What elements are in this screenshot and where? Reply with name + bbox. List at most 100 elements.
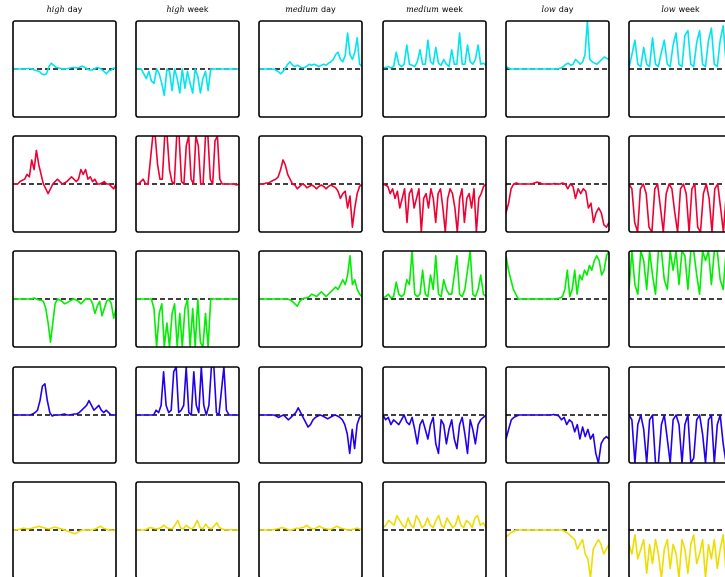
column-title-variant: high xyxy=(166,5,184,14)
series-line-r4-c0 xyxy=(13,525,116,535)
series-line-r1-c5 xyxy=(629,183,725,232)
panel-frame xyxy=(12,135,117,233)
panel-r4-c1 xyxy=(135,481,240,577)
panel-frame xyxy=(505,135,610,233)
panel-frame xyxy=(382,250,487,348)
panel-frame xyxy=(258,135,363,233)
panel-frame xyxy=(505,250,610,348)
panel-frame xyxy=(12,481,117,577)
series-line-r2-c2 xyxy=(259,255,362,308)
panel-r3-c5 xyxy=(628,366,725,464)
panel-r0-c4 xyxy=(505,20,610,118)
panel-frame xyxy=(505,481,610,577)
column-title-3: medium week xyxy=(406,5,463,14)
panel-r3-c4 xyxy=(505,366,610,464)
panel-frame xyxy=(628,135,725,233)
column-title-1: high week xyxy=(166,5,208,14)
column-title-variant: low xyxy=(542,5,556,14)
panel-frame xyxy=(628,366,725,464)
panel-frame xyxy=(628,481,725,577)
column-title-variant: medium xyxy=(285,5,318,14)
panel-r2-c0 xyxy=(12,250,117,348)
column-title-period: week xyxy=(442,5,463,14)
panel-frame xyxy=(135,366,240,464)
series-line-r3-c1 xyxy=(136,367,239,416)
panel-r3-c0 xyxy=(12,366,117,464)
panel-r1-c1 xyxy=(135,135,240,233)
panel-frame xyxy=(505,20,610,118)
column-title-5: low week xyxy=(661,5,700,14)
column-title-variant: low xyxy=(661,5,675,14)
panel-frame xyxy=(135,481,240,577)
panel-frame xyxy=(382,366,487,464)
series-line-r4-c2 xyxy=(259,524,362,531)
series-line-r0-c0 xyxy=(13,62,116,76)
panel-frame xyxy=(382,135,487,233)
panel-r3-c3 xyxy=(382,366,487,464)
series-line-r0-c5 xyxy=(629,24,725,69)
panel-r1-c3 xyxy=(382,135,487,233)
series-line-r2-c4 xyxy=(506,251,609,300)
series-line-r2-c3 xyxy=(383,251,486,299)
panel-r1-c5 xyxy=(628,135,725,233)
series-line-r1-c4 xyxy=(506,181,609,228)
panel-r4-c3 xyxy=(382,481,487,577)
series-line-r3-c5 xyxy=(629,414,725,463)
panel-frame xyxy=(258,20,363,118)
panel-r2-c1 xyxy=(135,250,240,348)
panel-frame xyxy=(382,481,487,577)
column-title-period: day xyxy=(68,5,83,14)
series-line-r2-c1 xyxy=(136,298,239,347)
column-title-variant: high xyxy=(47,5,65,14)
panel-r2-c4 xyxy=(505,250,610,348)
series-line-r0-c4 xyxy=(506,21,609,70)
panel-frame xyxy=(258,366,363,464)
series-line-r0-c2 xyxy=(259,32,362,75)
series-line-r1-c1 xyxy=(136,136,239,186)
panel-r4-c2 xyxy=(258,481,363,577)
series-line-r1-c0 xyxy=(13,149,116,195)
panel-r0-c2 xyxy=(258,20,363,118)
series-line-r3-c2 xyxy=(259,406,362,455)
panel-r1-c0 xyxy=(12,135,117,233)
column-title-2: medium day xyxy=(285,5,336,14)
panel-frame xyxy=(382,20,487,118)
series-line-r4-c3 xyxy=(383,514,486,529)
column-title-4: low day xyxy=(542,5,574,14)
panel-r4-c4 xyxy=(505,481,610,577)
series-line-r3-c4 xyxy=(506,413,609,463)
panel-frame xyxy=(628,250,725,348)
series-line-r1-c3 xyxy=(383,183,486,232)
series-line-r1-c2 xyxy=(259,159,362,228)
panel-frame xyxy=(505,366,610,464)
panel-r3-c2 xyxy=(258,366,363,464)
column-title-0: high day xyxy=(47,5,83,14)
panel-frame xyxy=(258,481,363,577)
series-line-r2-c0 xyxy=(13,297,116,344)
series-line-r2-c5 xyxy=(629,251,725,296)
series-line-r0-c3 xyxy=(383,32,486,69)
panel-r4-c5 xyxy=(628,481,725,577)
panel-frame xyxy=(135,135,240,233)
panel-frame xyxy=(135,20,240,118)
panel-r0-c1 xyxy=(135,20,240,118)
panel-r0-c5 xyxy=(628,20,725,118)
panel-r1-c2 xyxy=(258,135,363,233)
panel-r0-c0 xyxy=(12,20,117,118)
panel-frame xyxy=(12,20,117,118)
series-line-r3-c0 xyxy=(13,382,116,417)
panel-r0-c3 xyxy=(382,20,487,118)
panel-frame xyxy=(12,250,117,348)
panel-r2-c5 xyxy=(628,250,725,348)
panel-r2-c3 xyxy=(382,250,487,348)
panel-r2-c2 xyxy=(258,250,363,348)
series-line-r4-c5 xyxy=(629,533,725,577)
series-line-r4-c4 xyxy=(506,529,609,577)
column-title-period: week xyxy=(679,5,700,14)
series-line-r4-c1 xyxy=(136,519,239,531)
panel-frame xyxy=(135,250,240,348)
panel-r1-c4 xyxy=(505,135,610,233)
panel-r4-c0 xyxy=(12,481,117,577)
series-line-r3-c3 xyxy=(383,414,486,455)
